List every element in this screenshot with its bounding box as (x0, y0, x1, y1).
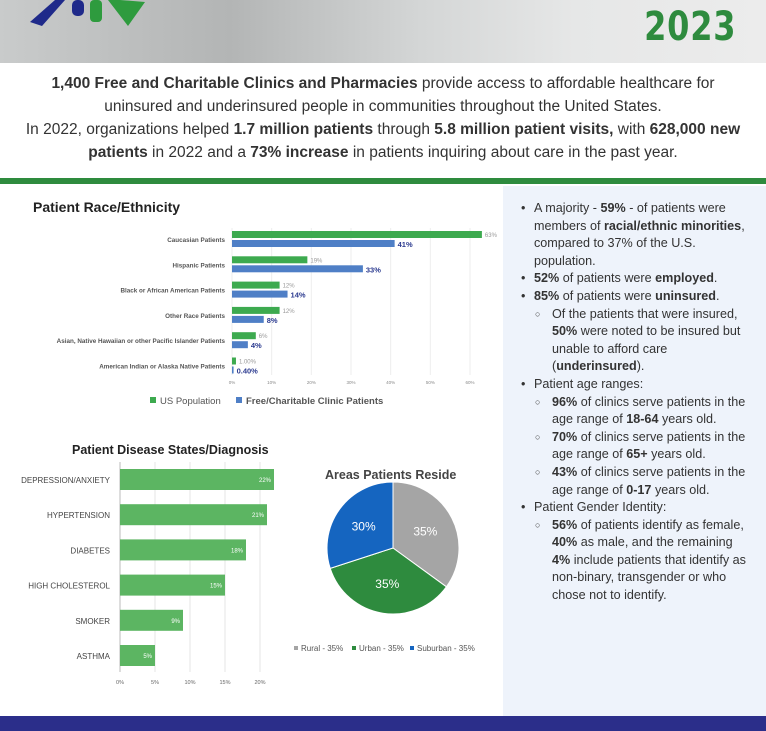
data-label: 6% (259, 334, 268, 340)
data-label: 5% (143, 654, 152, 660)
report-year: 2023 (643, 4, 736, 50)
category-label: DIABETES (70, 546, 110, 555)
slice-label: 35% (375, 577, 399, 591)
data-label: 22% (259, 478, 272, 484)
fact-item: Patient age ranges: (519, 376, 749, 394)
fact-item: 52% of patients were employed. (519, 270, 749, 288)
bar (120, 469, 274, 490)
pie-slice-suburban (326, 481, 394, 570)
tick-label: 10% (267, 380, 276, 385)
fact-item: 96% of clinics serve patients in the age… (519, 394, 749, 429)
bar-us-population (232, 256, 308, 264)
legend-swatch (150, 397, 156, 403)
legend-swatch (410, 646, 414, 650)
tick-label: 50% (426, 380, 435, 385)
bar-clinic-patients (232, 265, 363, 273)
tick-label: 30% (346, 380, 355, 385)
category-label: Hispanic Patients (173, 262, 226, 269)
bar (120, 645, 155, 666)
data-label: 21% (252, 513, 265, 519)
bar-us-population (232, 332, 256, 340)
fact-item: A majority - 59% - of patients were memb… (519, 200, 749, 270)
race-ethnicity-chart: 0% 10% 20% 30% 40% 50% 60% Caucasian Patients 63… (57, 228, 498, 407)
category-label: HIGH CHOLESTEROL (28, 582, 110, 591)
bar-us-population (232, 231, 482, 238)
tick-label: 0% (116, 680, 124, 686)
data-label: 1.00% (239, 360, 257, 366)
category-label: ASTHMA (77, 652, 111, 661)
legend-swatch (352, 646, 356, 650)
data-label: 19% (310, 258, 323, 264)
category-label: Other Race Patients (165, 313, 225, 320)
bar (120, 539, 246, 561)
facts-panel: A majority - 59% - of patients were memb… (503, 186, 766, 716)
legend-label: US Population (160, 396, 221, 407)
footer-band (0, 716, 766, 731)
pie-chart-title: Areas Patients Reside (325, 468, 457, 482)
tick-label: 40% (386, 380, 395, 385)
header-banner: 2023 (0, 0, 766, 63)
legend-label: Rural - 35% (301, 644, 343, 653)
bar-us-population (232, 281, 280, 289)
category-label: Asian, Native Hawaiian or other Pacific … (57, 338, 226, 345)
category-label: HYPERTENSION (47, 511, 110, 520)
bar (120, 609, 183, 631)
data-label: 12% (283, 284, 296, 290)
race-chart-title: Patient Race/Ethnicity (33, 199, 181, 215)
tick-label: 60% (465, 380, 474, 385)
fact-item: Patient Gender Identity: (519, 499, 749, 517)
bar-clinic-patients (232, 315, 264, 323)
category-label: SMOKER (75, 617, 110, 626)
tick-label: 15% (219, 680, 230, 686)
fact-item: Of the patients that were insured, 50% w… (519, 306, 749, 376)
data-label: 4% (251, 341, 262, 350)
legend-label: Urban - 35% (359, 644, 404, 653)
tick-label: 20% (307, 380, 316, 385)
bar-us-population (232, 357, 236, 365)
tick-label: 0% (229, 380, 236, 385)
category-label: American Indian or Alaska Native Patient… (99, 364, 225, 371)
bar-clinic-patients (232, 290, 288, 298)
organization-logo (30, 0, 145, 26)
divider (0, 178, 766, 184)
category-label: DEPRESSION/ANXIETY (21, 476, 111, 485)
pie-slice-rural (392, 481, 460, 588)
bar-clinic-patients (232, 341, 248, 349)
legend-swatch (294, 646, 298, 650)
tick-label: 10% (184, 680, 195, 686)
data-label: 41% (398, 240, 413, 249)
data-label: 63% (485, 233, 498, 239)
data-label: 15% (210, 584, 223, 590)
bar-clinic-patients (232, 240, 395, 247)
bar (120, 504, 267, 526)
fact-item: 43% of clinics serve patients in the age… (519, 464, 749, 499)
legend-label: Free/Charitable Clinic Patients (246, 396, 383, 407)
intro-summary: 1,400 Free and Charitable Clinics and Ph… (25, 75, 741, 161)
tick-label: 20% (254, 680, 265, 686)
data-label: 33% (366, 265, 381, 274)
category-label: Black or African American Patients (120, 288, 225, 295)
slice-label: 30% (352, 520, 376, 534)
fact-item: 85% of patients were uninsured. (519, 288, 749, 306)
legend-swatch (236, 397, 242, 403)
bar-clinic-patients (232, 366, 234, 374)
pie-slice-urban (329, 547, 448, 615)
category-label: Caucasian Patients (167, 237, 225, 244)
legend-label: Suburban - 35% (417, 644, 475, 653)
bar-us-population (232, 306, 280, 314)
data-label: 14% (291, 291, 306, 300)
data-label: 0.40% (237, 367, 259, 376)
tick-label: 5% (151, 680, 159, 686)
disease-chart-title: Patient Disease States/Diagnosis (72, 443, 269, 457)
data-label: 9% (171, 619, 180, 625)
areas-pie-chart: 35% 35% 30% Rural - 35% Urban - 35% Suburban … (294, 481, 475, 653)
data-label: 12% (283, 309, 296, 315)
fact-item: 56% of patients identify as female, 40% … (519, 517, 749, 605)
data-label: 18% (231, 548, 244, 554)
data-label: 8% (267, 316, 278, 325)
disease-chart: 0% 5% 10% 15% 20% DEPRESSION/ANXIETY 22% HYPERT… (21, 462, 274, 686)
bar (120, 574, 225, 596)
fact-item: 70% of clinics serve patients in the age… (519, 429, 749, 464)
slice-label: 35% (413, 525, 437, 539)
